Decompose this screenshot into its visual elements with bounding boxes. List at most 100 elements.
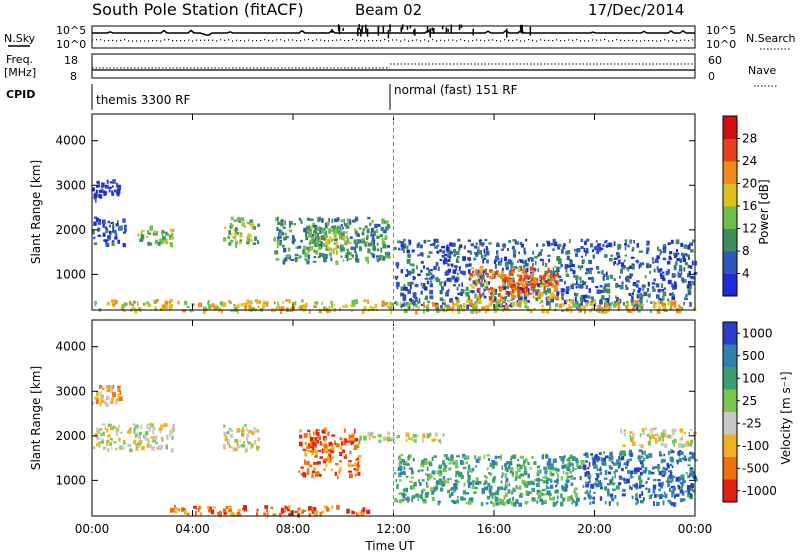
- nsky-spike: [426, 25, 429, 33]
- echo-cell: [245, 428, 248, 432]
- echo-cell: [105, 240, 108, 244]
- echo-cell: [280, 222, 283, 227]
- echo-cell: [668, 470, 673, 473]
- echo-cell: [509, 497, 511, 502]
- echo-cell: [541, 454, 544, 460]
- echo-cell: [308, 443, 311, 448]
- nsearch-dot: [672, 39, 674, 41]
- echo-cell: [679, 428, 684, 433]
- echo-cell: [631, 295, 634, 300]
- echo-cell: [629, 431, 633, 434]
- nsearch-dot: [416, 39, 418, 41]
- echo-cell: [517, 292, 520, 298]
- echo-cell: [511, 473, 515, 477]
- echo-cell: [602, 243, 605, 247]
- echo-cell: [373, 230, 377, 236]
- echo-cell: [391, 436, 395, 440]
- echo-cell: [408, 467, 413, 470]
- nsearch-dot: [284, 40, 286, 42]
- echo-cell: [616, 297, 619, 302]
- echo-cell: [456, 499, 459, 504]
- echo-cell: [542, 493, 547, 496]
- echo-cell: [618, 259, 621, 265]
- echo-cell: [266, 508, 268, 513]
- echo-cell: [303, 433, 308, 438]
- echo-cell: [667, 268, 670, 274]
- echo-cell: [524, 466, 527, 471]
- echo-cell: [400, 292, 405, 297]
- echo-cell: [504, 484, 508, 489]
- nsearch-dot: [468, 40, 470, 42]
- echo-cell: [663, 302, 667, 308]
- echo-cell: [495, 491, 499, 496]
- echo-cell: [608, 294, 611, 299]
- nsearch-dot: [120, 39, 122, 41]
- echo-cell: [664, 443, 667, 449]
- echo-cell: [435, 487, 438, 490]
- echo-cell: [147, 439, 151, 444]
- echo-cell: [311, 236, 315, 241]
- echo-cell: [453, 249, 457, 254]
- echo-cell: [577, 249, 580, 253]
- echo-cell: [366, 229, 370, 234]
- echo-cell: [500, 454, 502, 459]
- echo-cell: [588, 496, 592, 500]
- echo-cell: [96, 185, 99, 188]
- echo-cell: [607, 283, 611, 288]
- echo-cell: [430, 268, 433, 272]
- echo-cell: [652, 484, 657, 490]
- echo-cell: [233, 304, 236, 307]
- echo-cell: [304, 459, 306, 463]
- echo-cell: [660, 274, 665, 280]
- nsearch-dot: [328, 40, 330, 42]
- echo-cell: [107, 235, 111, 240]
- echo-cell: [516, 302, 520, 307]
- echo-cell: [367, 216, 371, 220]
- echo-cell: [457, 310, 461, 315]
- echo-cell: [662, 436, 664, 442]
- echo-cell: [504, 281, 506, 284]
- echo-cell: [156, 447, 159, 450]
- echo-cell: [302, 509, 306, 513]
- echo-cell: [431, 243, 436, 246]
- echo-cell: [428, 475, 432, 480]
- echo-cell: [364, 241, 368, 244]
- echo-cell: [669, 463, 673, 467]
- echo-cell: [452, 242, 456, 247]
- echo-cell: [537, 268, 539, 272]
- echo-cell: [375, 229, 379, 233]
- echo-cell: [671, 450, 675, 453]
- echo-cell: [606, 243, 611, 247]
- echo-cell: [527, 288, 530, 293]
- echo-cell: [458, 284, 461, 287]
- echo-cell: [423, 309, 425, 314]
- echo-cell: [423, 286, 428, 291]
- echo-cell: [610, 478, 614, 481]
- echo-cell: [565, 289, 569, 294]
- echo-cell: [302, 250, 306, 255]
- nsearch-dot: [200, 39, 202, 41]
- echo-cell: [556, 266, 560, 272]
- echo-cell: [623, 259, 626, 263]
- echo-cell: [646, 434, 649, 437]
- echo-cell: [449, 298, 453, 303]
- echo-cell: [555, 295, 560, 300]
- echo-cell: [478, 481, 482, 485]
- echo-cell: [452, 490, 455, 493]
- echo-cell: [670, 300, 673, 304]
- echo-cell: [518, 251, 520, 255]
- echo-cell: [106, 440, 108, 443]
- echo-cell: [646, 247, 650, 252]
- echo-cell: [97, 234, 102, 237]
- echo-cell: [521, 479, 526, 485]
- nsearch-dot: [212, 39, 214, 41]
- echo-cell: [227, 438, 230, 444]
- echo-cell: [259, 300, 261, 304]
- echo-cell: [92, 229, 95, 235]
- echo-cell: [341, 441, 343, 446]
- echo-cell: [404, 493, 407, 496]
- nsky-spike: [400, 27, 402, 32]
- echo-cell: [501, 475, 503, 479]
- echo-cell: [170, 232, 174, 237]
- echo-cell: [475, 283, 478, 286]
